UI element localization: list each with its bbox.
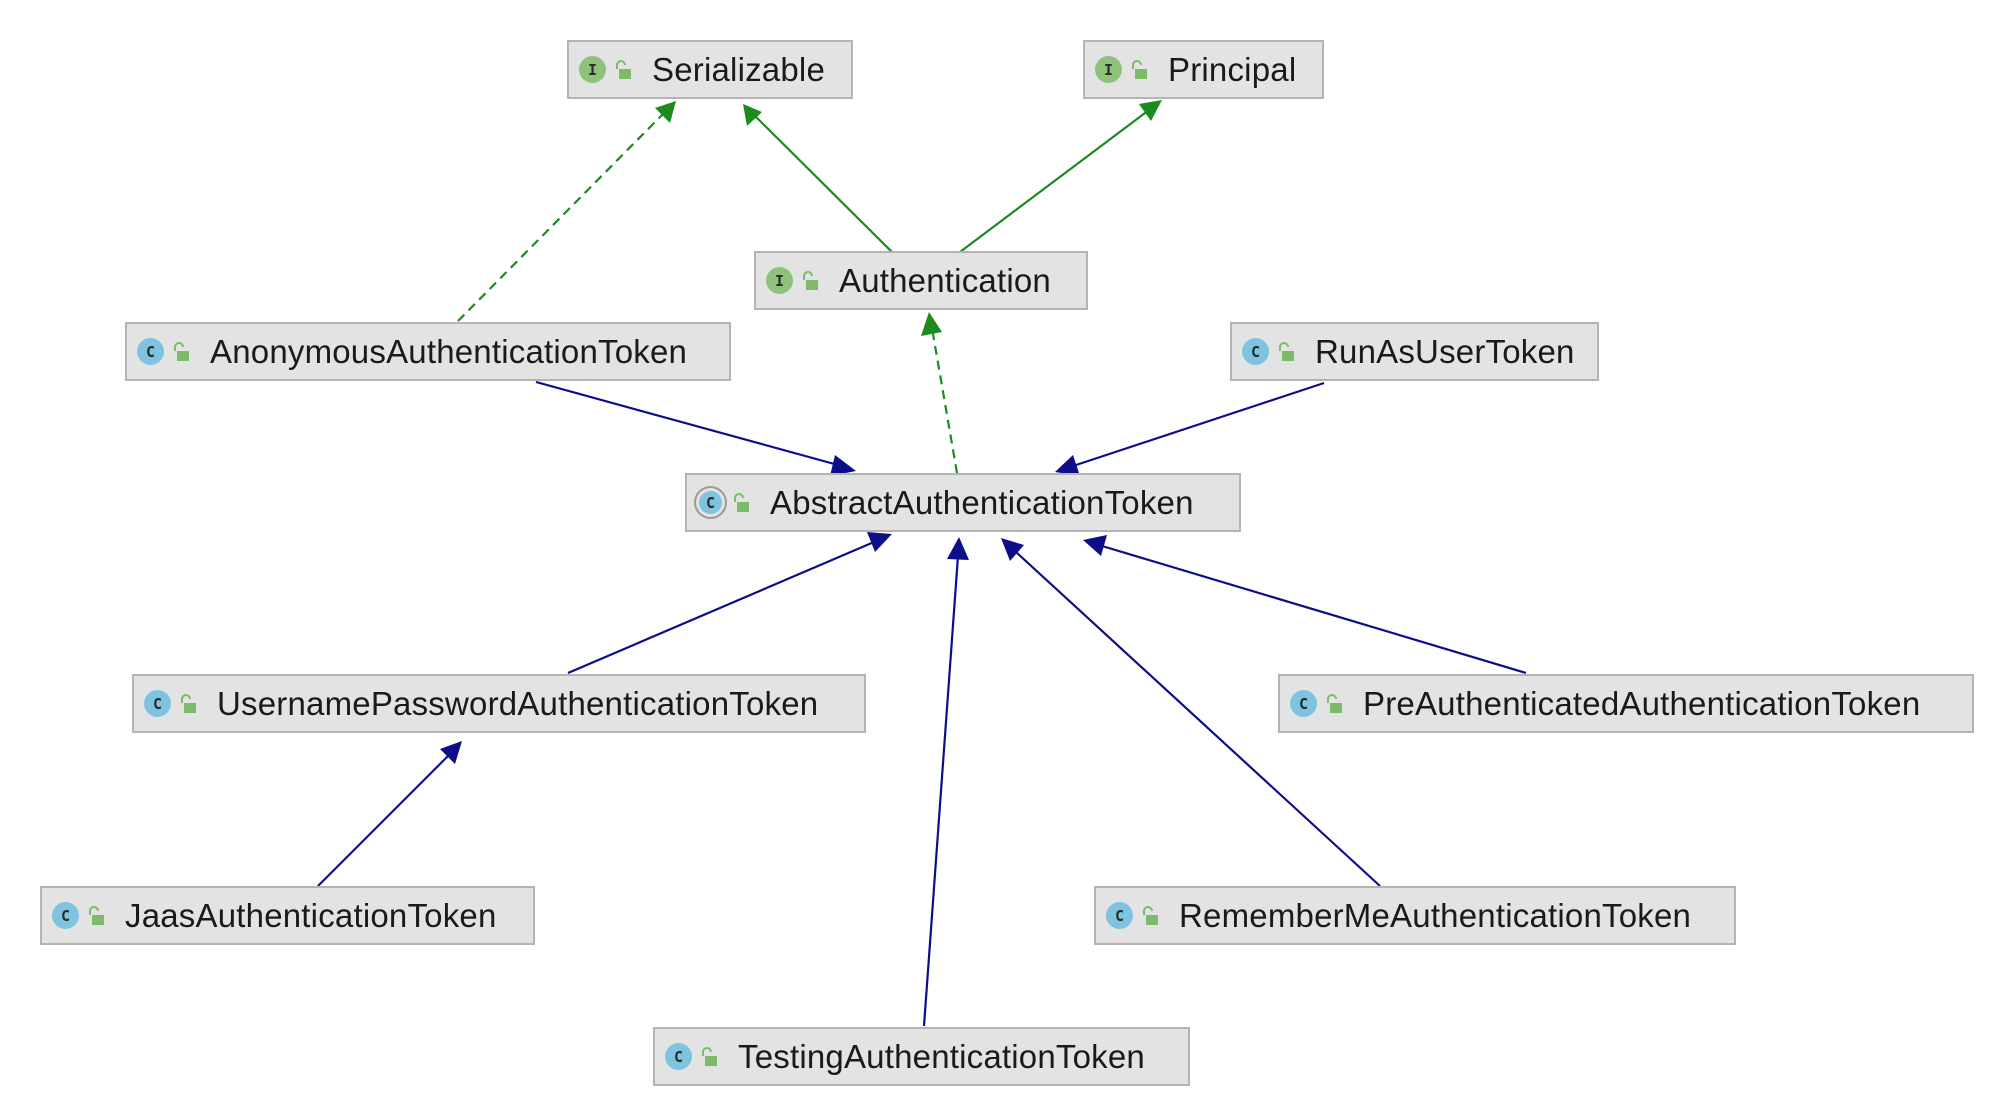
- edge-authentication-to-serializable: [744, 105, 893, 253]
- node-label-pre-authenticated-authentication-token: PreAuthenticatedAuthenticationToken: [1363, 684, 1921, 722]
- public-lock-icon: [1327, 693, 1342, 713]
- node-remember-me-authentication-token[interactable]: C RememberMeAuthenticationToken: [1094, 886, 1736, 945]
- node-label-anonymous-authentication-token: AnonymousAuthenticationToken: [210, 332, 688, 370]
- public-lock-icon: [734, 492, 749, 512]
- arrowhead-usernamepassword-to-abstract: [867, 532, 892, 552]
- interface-icon: I: [579, 56, 606, 83]
- interface-icon: I: [766, 267, 793, 294]
- edge-abstract-to-authentication: [930, 327, 959, 474]
- node-abstract-authentication-token[interactable]: C AbstractAuthenticationToken: [685, 473, 1241, 532]
- abstract-class-icon: C: [699, 491, 722, 514]
- node-label-authentication: Authentication: [839, 261, 1051, 299]
- edge-runas-to-abstract: [1072, 381, 1325, 468]
- arrowhead-anonymous-to-serializable: [655, 101, 676, 123]
- node-run-as-user-token[interactable]: C RunAsUserToken: [1230, 322, 1599, 381]
- node-principal[interactable]: I Principal: [1083, 40, 1324, 99]
- public-lock-icon: [1143, 905, 1158, 925]
- arrowhead-jaas-to-usernamepassword: [440, 741, 462, 764]
- public-lock-icon: [89, 905, 104, 925]
- class-icon: C: [1242, 338, 1269, 365]
- arrowhead-rememberme-to-abstract: [1001, 538, 1024, 561]
- edge-anonymous-to-abstract: [535, 380, 839, 467]
- class-icon: C: [1106, 902, 1133, 929]
- class-icon: C: [144, 690, 171, 717]
- node-jaas-authentication-token[interactable]: C JaasAuthenticationToken: [40, 886, 535, 945]
- edge-jaas-to-usernamepassword: [317, 755, 449, 887]
- edge-rememberme-to-abstract: [1015, 551, 1381, 887]
- node-anonymous-authentication-token[interactable]: C AnonymousAuthenticationToken: [125, 322, 731, 381]
- node-authentication[interactable]: I Authentication: [754, 251, 1088, 310]
- edge-authentication-to-principal: [959, 109, 1150, 253]
- public-lock-icon: [616, 59, 631, 79]
- node-label-username-password-authentication-token: UsernamePasswordAuthenticationToken: [217, 684, 819, 722]
- node-label-jaas-authentication-token: JaasAuthenticationToken: [125, 896, 497, 934]
- node-label-serializable: Serializable: [652, 50, 825, 88]
- edge-anonymous-to-serializable: [457, 111, 666, 322]
- class-icon: C: [52, 902, 79, 929]
- node-username-password-authentication-token[interactable]: C UsernamePasswordAuthenticationToken: [132, 674, 866, 733]
- node-pre-authenticated-authentication-token[interactable]: C PreAuthenticatedAuthenticationToken: [1278, 674, 1974, 733]
- node-label-run-as-user-token: RunAsUserToken: [1315, 332, 1575, 370]
- public-lock-icon: [1132, 59, 1147, 79]
- public-lock-icon: [181, 693, 196, 713]
- arrowhead-runas-to-abstract: [1055, 455, 1080, 476]
- arrowhead-authentication-to-serializable: [743, 104, 762, 126]
- edge-testing-to-abstract: [922, 555, 960, 1027]
- arrowhead-anonymous-to-abstract: [830, 455, 856, 476]
- edge-usernamepassword-to-abstract: [567, 540, 875, 675]
- public-lock-icon: [1279, 341, 1294, 361]
- arrowhead-authentication-to-principal: [1139, 100, 1162, 121]
- edge-preauth-to-abstract: [1101, 544, 1527, 675]
- arrowhead-testing-to-abstract: [947, 537, 969, 560]
- public-lock-icon: [702, 1046, 717, 1066]
- node-testing-authentication-token[interactable]: C TestingAuthenticationToken: [653, 1027, 1190, 1086]
- public-lock-icon: [174, 341, 189, 361]
- class-icon: C: [1290, 690, 1317, 717]
- node-label-abstract-authentication-token: AbstractAuthenticationToken: [770, 483, 1194, 521]
- class-icon: C: [137, 338, 164, 365]
- node-label-testing-authentication-token: TestingAuthenticationToken: [738, 1037, 1145, 1075]
- interface-icon: I: [1095, 56, 1122, 83]
- public-lock-icon: [803, 270, 818, 290]
- arrowhead-abstract-to-authentication: [921, 312, 942, 336]
- node-label-principal: Principal: [1168, 50, 1297, 88]
- arrowhead-preauth-to-abstract: [1083, 535, 1107, 556]
- node-serializable[interactable]: I Serializable: [567, 40, 853, 99]
- node-label-remember-me-authentication-token: RememberMeAuthenticationToken: [1179, 896, 1692, 934]
- class-icon: C: [665, 1043, 692, 1070]
